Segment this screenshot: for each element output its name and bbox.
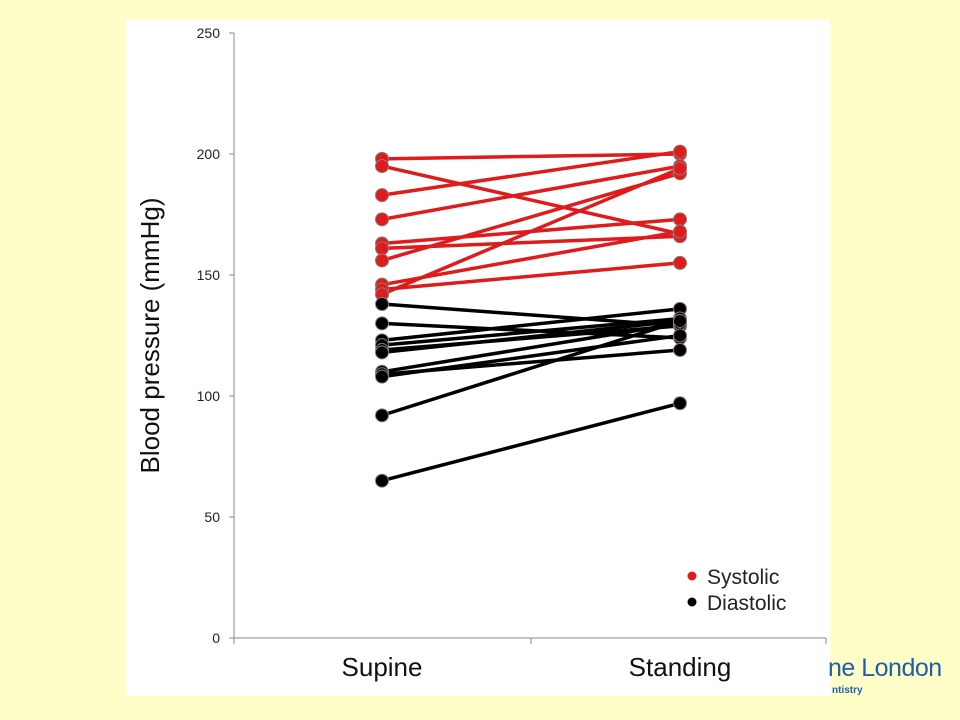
logo-text-line2: ntistry: [832, 685, 863, 696]
diastolic-point-8-standing: [673, 328, 687, 343]
y-tick-label-0: 0: [212, 630, 220, 646]
diastolic-point-9-standing: [673, 313, 687, 328]
systolic-line-3: [380, 164, 682, 222]
diastolic-line-8: [380, 333, 682, 379]
systolic-point-3-supine: [375, 212, 389, 227]
y-tick-label-100: 100: [197, 388, 221, 404]
systolic-point-6-supine: [375, 253, 389, 268]
systolic-point-5-supine: [375, 241, 389, 256]
y-tick-label-50: 50: [204, 509, 220, 525]
systolic-line-0: [380, 152, 682, 161]
diastolic-point-5-supine: [375, 345, 389, 360]
systolic-point-2-standing: [673, 144, 687, 159]
y-tick-label-200: 200: [197, 146, 221, 162]
diastolic-point-9-supine: [375, 408, 389, 423]
diastolic-line-9: [380, 319, 682, 418]
systolic-line-8: [380, 261, 682, 292]
systolic-point-7-standing: [673, 224, 687, 239]
systolic-point-4-standing: [673, 212, 687, 227]
diastolic-line-5: [380, 319, 682, 355]
diastolic-point-8-supine: [375, 369, 389, 384]
diastolic-point-10-supine: [375, 473, 389, 488]
systolic-legend-label: Systolic: [707, 566, 779, 589]
systolic-point-8-standing: [673, 255, 687, 270]
diastolic-point-7-standing: [673, 343, 687, 358]
diastolic-point-10-standing: [673, 396, 687, 411]
systolic-line-7: [380, 229, 682, 287]
systolic-legend-marker: [687, 571, 697, 581]
y-tick-label-250: 250: [197, 25, 221, 41]
systolic-point-2-supine: [375, 188, 389, 203]
x-category-label-standing: Standing: [629, 652, 732, 682]
systolic-line-9: [380, 166, 682, 297]
y-axis-title: Blood pressure (mmHg): [135, 198, 165, 474]
diastolic-line-6: [380, 321, 682, 374]
diastolic-point-0-supine: [375, 297, 389, 312]
diastolic-line-10: [380, 401, 682, 483]
y-tick-label-150: 150: [197, 267, 221, 283]
diastolic-line-2: [380, 307, 682, 343]
logo-text-line1: ne London: [828, 654, 942, 682]
diastolic-point-1-supine: [375, 316, 389, 331]
blood-pressure-chart: 0 50 100 150 200 250 Supine Standing Blood press…: [135, 25, 827, 682]
systolic-line-2: [380, 149, 682, 197]
systolic-point-1-supine: [375, 159, 389, 174]
diastolic-legend-label: Diastolic: [707, 592, 786, 615]
x-category-label-supine: Supine: [342, 652, 423, 682]
chart-panel: 0 50 100 150 200 250 Supine Standing Blood press…: [126, 20, 830, 696]
diastolic-line-3: [380, 316, 682, 347]
diastolic-legend-marker: [687, 597, 697, 607]
systolic-point-9-standing: [673, 161, 687, 176]
